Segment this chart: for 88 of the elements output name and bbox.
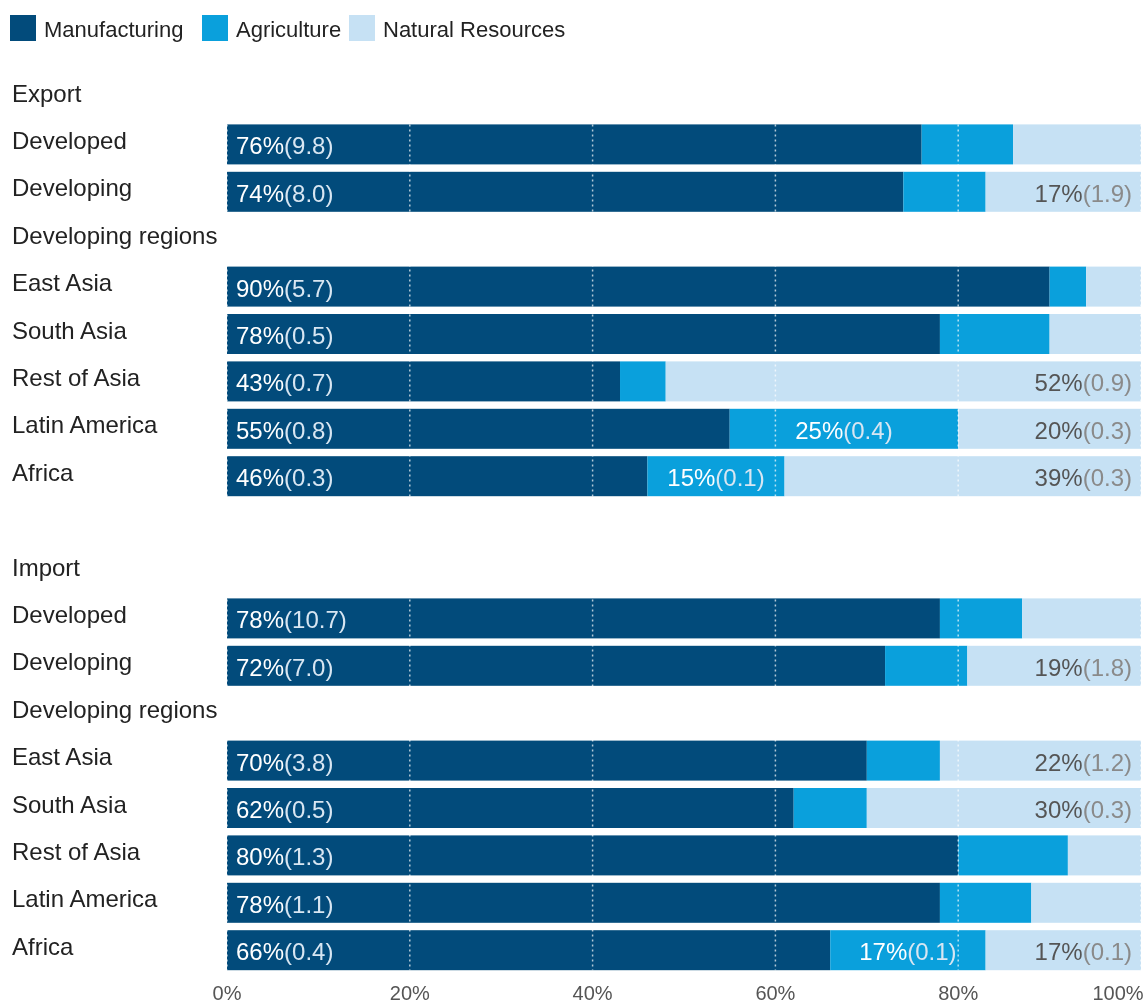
data-label: 15%(0.1) [667, 463, 765, 491]
bar [958, 835, 1068, 876]
bar [1022, 598, 1141, 639]
y-tick-label: East Asia [12, 743, 113, 771]
y-tick-label: Developing [12, 648, 133, 676]
bar [939, 598, 1023, 639]
x-tick-label: 0% [212, 982, 242, 1002]
y-tick-label: Latin America [12, 885, 159, 913]
y-tick-label: Developing [12, 174, 133, 202]
data-label: 52%(0.9) [1034, 368, 1132, 396]
y-tick-label: Developed [12, 126, 127, 154]
legend-label: Manufacturing [44, 16, 184, 42]
bar [227, 266, 1050, 307]
legend-label: Natural Resources [383, 16, 566, 42]
bar [939, 314, 1050, 354]
bar [227, 740, 867, 781]
data-label: 30%(0.3) [1034, 795, 1132, 823]
data-label: 22%(1.2) [1034, 748, 1132, 776]
data-label: 19%(1.8) [1034, 653, 1132, 681]
data-label: 66%(0.4) [236, 937, 334, 965]
x-tick-label: 100% [1092, 982, 1144, 1002]
data-label: 74%(8.0) [236, 179, 334, 207]
bar [227, 408, 730, 449]
bar [227, 835, 959, 876]
bar [784, 456, 1141, 497]
y-tick-label: Rest of Asia [12, 837, 141, 865]
bar [227, 645, 886, 686]
bar [793, 788, 867, 828]
bar [665, 361, 1141, 402]
data-label: 17%(1.9) [1034, 179, 1132, 207]
bar [866, 740, 940, 781]
bar [227, 314, 940, 354]
data-label: 78%(0.5) [236, 321, 334, 349]
bar [939, 882, 1032, 923]
bar [939, 740, 1141, 781]
data-label: 76%(9.8) [236, 131, 334, 159]
y-tick-label: South Asia [12, 790, 128, 818]
y-tick-label: Rest of Asia [12, 363, 141, 391]
data-label: 25%(0.4) [795, 416, 893, 444]
bar [903, 171, 986, 212]
data-label: 80%(1.3) [236, 842, 334, 870]
y-tick-label: Africa [12, 932, 74, 960]
y-tick-label: East Asia [12, 269, 113, 297]
data-label: 43%(0.7) [236, 368, 334, 396]
bar [227, 361, 621, 402]
data-label: 55%(0.8) [236, 416, 334, 444]
bar [227, 598, 940, 639]
y-tick-label: Developed [12, 600, 127, 628]
bar [227, 124, 922, 165]
x-tick-label: 20% [389, 982, 431, 1002]
bar [921, 124, 1014, 165]
y-tick-label: Africa [12, 458, 74, 486]
data-label: 46%(0.3) [236, 463, 334, 491]
x-tick-label: 80% [938, 982, 979, 1002]
data-label: 17%(0.1) [859, 937, 957, 965]
bar [885, 645, 968, 686]
bar [1049, 314, 1141, 354]
y-tick-label: Import [12, 553, 81, 581]
data-label: 78%(10.7) [236, 605, 347, 633]
y-tick-label: Export [12, 79, 82, 107]
bar [1031, 882, 1141, 923]
bar [866, 788, 1141, 828]
x-tick-label: 60% [755, 982, 796, 1002]
bar [1013, 124, 1141, 165]
y-tick-label: Developing regions [12, 221, 218, 249]
bar [227, 882, 940, 923]
data-label: 17%(0.1) [1034, 937, 1132, 965]
bar [227, 171, 904, 212]
bar [620, 361, 666, 402]
data-label: 62%(0.5) [236, 795, 334, 823]
bar [227, 930, 831, 971]
bar [729, 408, 959, 449]
data-label: 72%(7.0) [236, 653, 334, 681]
bar [227, 456, 648, 497]
data-label: 78%(1.1) [236, 890, 334, 918]
y-tick-label: Latin America [12, 411, 159, 439]
x-tick-label: 40% [572, 982, 613, 1002]
data-label: 90%(5.7) [236, 274, 334, 302]
data-label: 20%(0.3) [1034, 416, 1132, 444]
bar [227, 788, 794, 828]
bar [1049, 266, 1087, 307]
y-tick-label: South Asia [12, 316, 128, 344]
bar [1067, 835, 1141, 876]
y-tick-label: Developing regions [12, 695, 218, 723]
legend-label: Agriculture [236, 16, 342, 42]
data-label: 39%(0.3) [1034, 463, 1132, 491]
data-label: 70%(3.8) [236, 748, 334, 776]
bar [1086, 266, 1141, 307]
